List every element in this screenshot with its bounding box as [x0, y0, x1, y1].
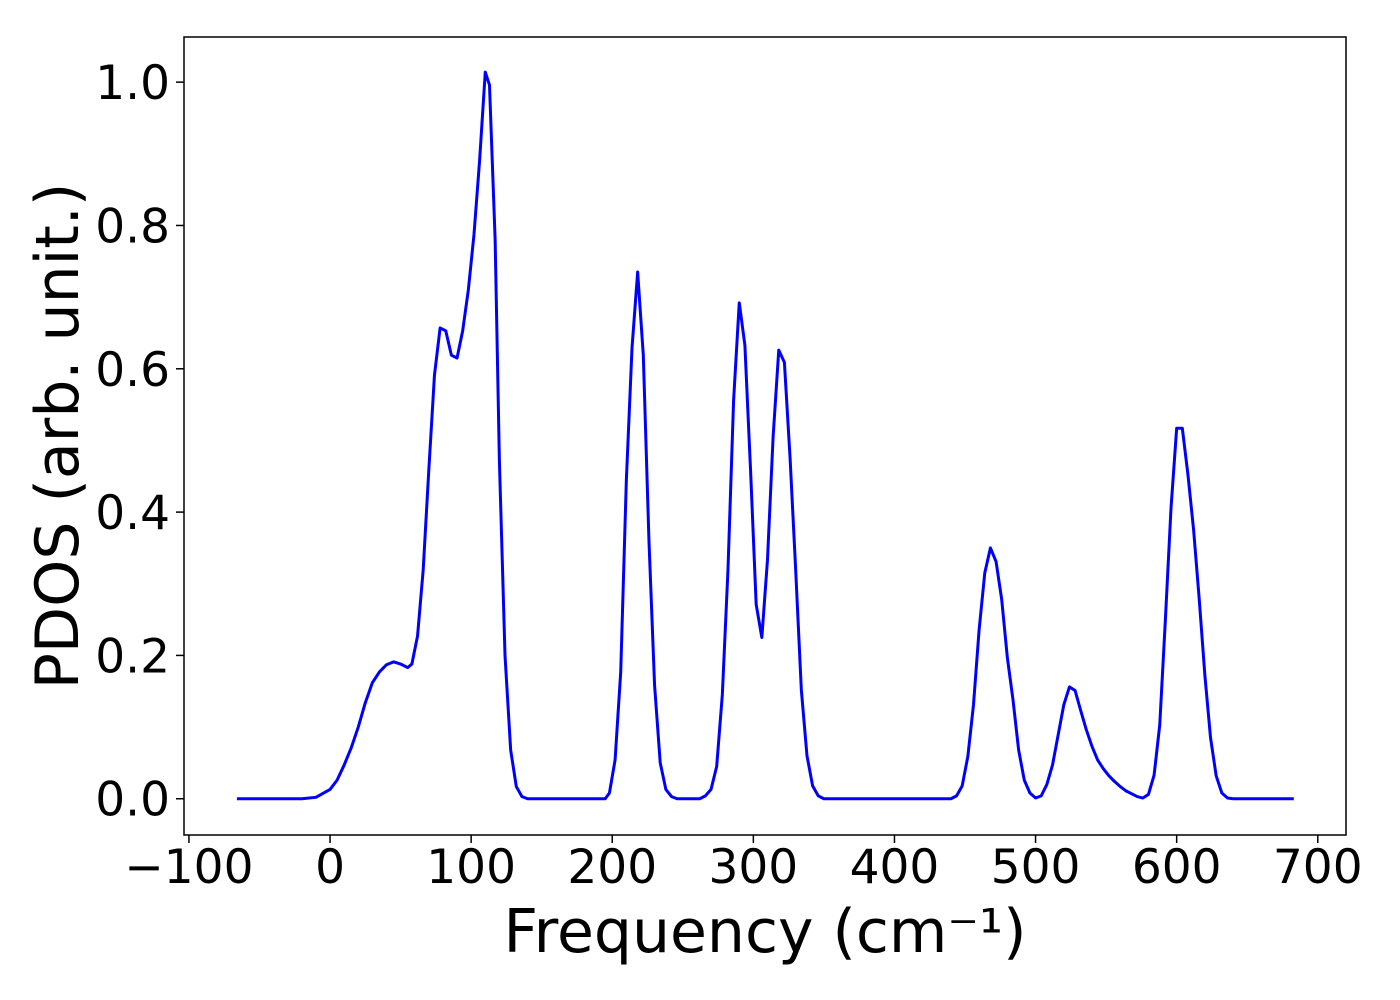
x-tick-label: 600: [1132, 840, 1222, 895]
y-tick-label: 0.6: [95, 343, 170, 398]
x-tick-label: 200: [567, 840, 657, 895]
x-axis-label: Frequency (cm⁻¹): [503, 897, 1026, 967]
y-tick-label: 0.2: [95, 629, 170, 684]
y-tick-label: 1.0: [95, 56, 170, 111]
x-tick-label: 700: [1273, 840, 1363, 895]
x-tick-label: 400: [850, 840, 940, 895]
y-tick-label: 0.0: [95, 773, 170, 828]
y-axis-label: PDOS (arb. unit.): [23, 183, 93, 690]
x-tick-label: 0: [315, 840, 345, 895]
x-tick-label: 100: [426, 840, 516, 895]
plot-frame: [183, 36, 1347, 836]
y-tick-label: 0.8: [95, 199, 170, 254]
x-tick-label: −100: [124, 840, 253, 895]
data-line: [236, 70, 1294, 801]
x-tick-label: 300: [708, 840, 798, 895]
x-tick-label: 500: [991, 840, 1081, 895]
y-tick-label: 0.4: [95, 486, 170, 541]
